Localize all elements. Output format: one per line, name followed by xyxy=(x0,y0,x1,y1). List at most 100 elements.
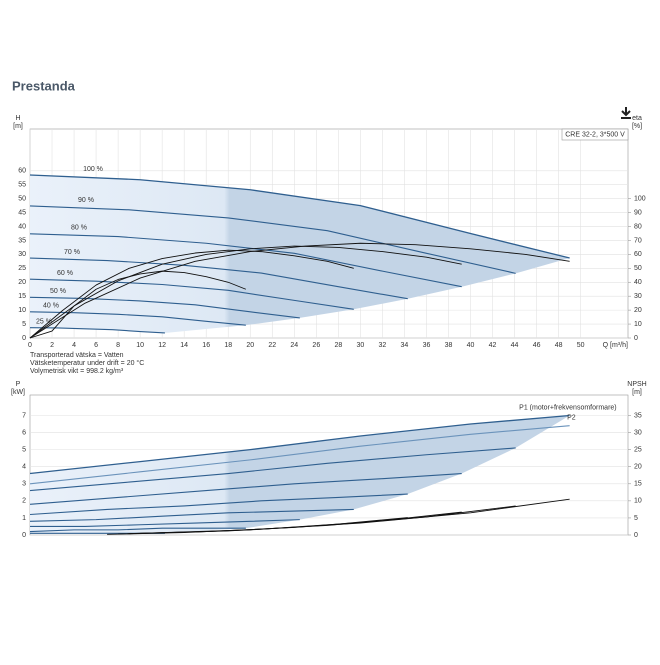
curve xyxy=(29,493,408,516)
note: Transporterad vätska = Vatten xyxy=(30,352,124,359)
y2-tick-label: 0 xyxy=(634,532,638,539)
x-tick-label: 2 xyxy=(50,342,54,349)
curve xyxy=(29,205,516,274)
y2-tick-label: 40 xyxy=(634,279,642,286)
y-tick-label: 60 xyxy=(18,168,26,175)
y2-tick-label: 25 xyxy=(634,446,642,453)
y2-tick-label: 0 xyxy=(634,335,638,342)
curve xyxy=(29,414,570,475)
x-tick-label: 12 xyxy=(158,342,166,349)
legend-box xyxy=(561,128,629,141)
y2-axis-unit: [m] xyxy=(632,389,642,396)
x-tick-label: 0 xyxy=(28,342,32,349)
y-tick-label: 0 xyxy=(22,335,26,342)
y-tick-label: 35 xyxy=(18,237,26,244)
x-tick-label: 10 xyxy=(136,342,144,349)
curve xyxy=(29,508,354,522)
secondary-curve xyxy=(29,270,247,339)
download-icon[interactable] xyxy=(621,107,631,119)
y-tick-label: 20 xyxy=(18,279,26,286)
y2-tick-label: 15 xyxy=(634,481,642,488)
x-tick-label: 36 xyxy=(423,342,431,349)
y-tick-label: 55 xyxy=(18,182,26,189)
curve xyxy=(29,311,246,326)
curve xyxy=(29,278,354,310)
x-tick-label: 32 xyxy=(379,342,387,349)
y2-tick-label: 80 xyxy=(634,223,642,230)
x-tick-label: 38 xyxy=(445,342,453,349)
x-tick-label: 14 xyxy=(180,342,188,349)
curve-label: 90 % xyxy=(78,197,94,204)
curve xyxy=(29,425,570,485)
x-tick-label: 6 xyxy=(94,342,98,349)
curve xyxy=(29,296,300,319)
x-tick-label: 26 xyxy=(312,342,320,349)
curve-label: 70 % xyxy=(64,249,80,256)
y2-tick-label: 5 xyxy=(634,515,638,522)
curve xyxy=(29,327,165,334)
x-tick-label: 46 xyxy=(533,342,541,349)
y-tick-label: 7 xyxy=(22,412,26,419)
y-tick-label: 1 xyxy=(22,515,26,522)
curve-label: 50 % xyxy=(50,288,66,295)
x-tick-label: 22 xyxy=(268,342,276,349)
y-axis-label: P xyxy=(16,381,21,388)
charts: 0 2 4 6 8 10 12 14 16 18 20 22 24 26 28 30 32 34 36 38 40 42 4… xyxy=(11,115,647,539)
x-tick-label: 16 xyxy=(202,342,210,349)
curve xyxy=(29,257,408,300)
y2-tick-label: 20 xyxy=(634,307,642,314)
y-axis-unit: [m] xyxy=(13,123,23,130)
y2-tick-label: 35 xyxy=(634,412,642,419)
curve-label: P1 (motor+frekvensomformare) xyxy=(519,404,616,411)
y2-tick-label: 10 xyxy=(634,498,642,505)
y2-axis-label: NPSH xyxy=(627,381,646,388)
curve-label: P2 xyxy=(567,415,576,422)
x-tick-label: 20 xyxy=(246,342,254,349)
y2-tick-label: 60 xyxy=(634,251,642,258)
y-tick-label: 30 xyxy=(18,251,26,258)
x-tick-label: 44 xyxy=(511,342,519,349)
curve xyxy=(29,233,462,288)
curve xyxy=(29,447,516,492)
y-tick-label: 5 xyxy=(22,321,26,328)
y-tick-label: 25 xyxy=(18,265,26,272)
y-tick-label: 40 xyxy=(18,223,26,230)
y-tick-label: 2 xyxy=(22,498,26,505)
curve-label: 25 % xyxy=(36,319,52,326)
secondary-curve xyxy=(29,249,354,339)
page-title: Prestanda xyxy=(12,78,76,93)
x-tick-label: 8 xyxy=(116,342,120,349)
x-tick-label: 18 xyxy=(224,342,232,349)
curve xyxy=(29,174,570,259)
curve-label: 40 % xyxy=(43,303,59,310)
y2-tick-label: 100 xyxy=(634,196,646,203)
x-tick-label: 24 xyxy=(290,342,298,349)
x-tick-label: 48 xyxy=(555,342,563,349)
x-tick-label: 50 xyxy=(577,342,585,349)
curve-label: 100 % xyxy=(83,166,103,173)
y-tick-label: 3 xyxy=(22,481,26,488)
curve xyxy=(30,519,300,528)
y2-tick-label: 50 xyxy=(634,265,642,272)
y-tick-label: 5 xyxy=(22,446,26,453)
curve xyxy=(29,472,462,505)
y-tick-label: 0 xyxy=(22,532,26,539)
y2-tick-label: 20 xyxy=(634,464,642,471)
x-axis-label: Q [m³/h] xyxy=(603,342,628,349)
y-tick-label: 10 xyxy=(18,307,26,314)
x-tick-label: 40 xyxy=(467,342,475,349)
y-tick-label: 4 xyxy=(22,464,26,471)
y-tick-label: 15 xyxy=(18,293,26,300)
y-tick-label: 6 xyxy=(22,429,26,436)
x-tick-label: 4 xyxy=(72,342,76,349)
secondary-curve xyxy=(29,245,462,339)
y2-tick-label: 30 xyxy=(634,429,642,436)
curve xyxy=(29,527,246,533)
y-axis-unit: [kW] xyxy=(11,389,25,396)
y2-tick-label: 10 xyxy=(634,321,642,328)
x-tick-label: 34 xyxy=(401,342,409,349)
y2-tick-label: 30 xyxy=(634,293,642,300)
y-axis-label: H xyxy=(15,115,20,122)
y-tick-label: 50 xyxy=(18,196,26,203)
